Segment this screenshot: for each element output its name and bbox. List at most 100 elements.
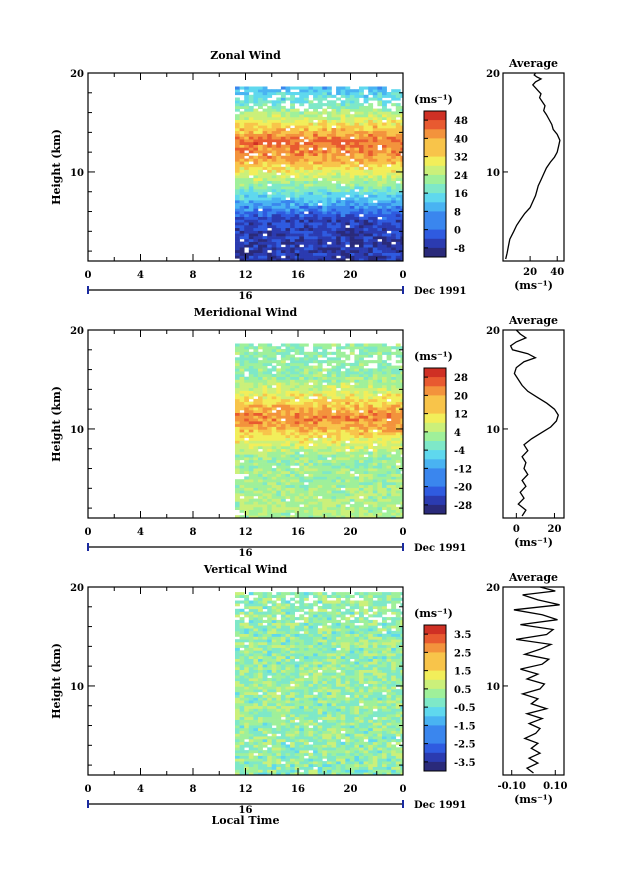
- heatmap-cell: [368, 186, 374, 190]
- heatmap-cell: [258, 233, 263, 237]
- heatmap-cell: [382, 144, 387, 148]
- heatmap-cell: [244, 672, 250, 676]
- heatmap-cell: [345, 487, 351, 491]
- heatmap-cell: [248, 625, 254, 629]
- heatmap-cell: [308, 354, 314, 358]
- heatmap-cell: [280, 434, 286, 438]
- heatmap-cell: [290, 376, 295, 380]
- heatmap-cell: [262, 128, 268, 132]
- heatmap-cell: [299, 498, 305, 502]
- heatmap-cell: [313, 233, 318, 237]
- x-tick-label: 0: [400, 527, 407, 538]
- heatmap-cell: [331, 382, 337, 386]
- heatmap-cell: [317, 443, 323, 447]
- heatmap-cell: [303, 200, 309, 204]
- heatmap-cell: [290, 396, 295, 400]
- heatmap-cell: [294, 222, 300, 226]
- heatmap-cell: [294, 360, 300, 364]
- heatmap-cell: [391, 407, 397, 411]
- heatmap-cell: [313, 468, 318, 472]
- heatmap-cell: [235, 763, 240, 767]
- heatmap-cell: [326, 490, 332, 494]
- heatmap-cell: [239, 619, 245, 623]
- heatmap-cell: [377, 164, 383, 168]
- heatmap-cell: [326, 437, 332, 441]
- heatmap-cell: [363, 382, 369, 386]
- heatmap-cell: [382, 476, 387, 480]
- heatmap-cell: [276, 393, 282, 397]
- heatmap-cell: [262, 379, 268, 383]
- heatmap-cell: [377, 368, 383, 372]
- heatmap-cell: [271, 434, 277, 438]
- heatmap-cell: [267, 459, 273, 463]
- heatmap-cell: [354, 213, 360, 217]
- heatmap-cell: [248, 705, 254, 709]
- heatmap-cell: [382, 421, 387, 425]
- heatmap-cell: [285, 130, 291, 134]
- heatmap-cell: [262, 432, 268, 436]
- heatmap-cell: [359, 189, 364, 193]
- heatmap-cell: [363, 255, 369, 259]
- heatmap-cell: [276, 200, 282, 204]
- heatmap-cell: [377, 470, 383, 474]
- heatmap-cell: [354, 393, 360, 397]
- heatmap-cell: [267, 515, 273, 518]
- heatmap-cell: [239, 462, 245, 466]
- heatmap-cell: [363, 476, 369, 480]
- heatmap-cell: [382, 443, 387, 447]
- heatmap-cell: [299, 501, 305, 505]
- heatmap-cell: [262, 678, 268, 682]
- heatmap-cell: [354, 202, 360, 206]
- heatmap-cell: [271, 89, 277, 93]
- heatmap-cell: [340, 227, 346, 231]
- heatmap-cell: [267, 225, 273, 229]
- heatmap-cell: [267, 376, 273, 380]
- heatmap-cell: [345, 346, 351, 350]
- heatmap-cell: [271, 119, 277, 123]
- heatmap-cell: [382, 465, 387, 469]
- heatmap-cell: [308, 205, 314, 209]
- heatmap-cell: [336, 396, 341, 400]
- heatmap-cell: [290, 401, 295, 405]
- heatmap-cell: [248, 255, 254, 259]
- heatmap-cell: [258, 429, 263, 433]
- heatmap-cell: [262, 158, 268, 162]
- heatmap-cell: [299, 396, 305, 400]
- heatmap-cell: [276, 448, 282, 452]
- heatmap-cell: [244, 227, 250, 231]
- heatmap-cell: [299, 365, 305, 369]
- heatmap-cell: [336, 216, 341, 220]
- heatmap-cell: [372, 409, 378, 413]
- heatmap-cell: [336, 493, 341, 497]
- heatmap-cell: [354, 258, 360, 261]
- heatmap-cell: [363, 105, 369, 109]
- heatmap-cell: [395, 216, 401, 220]
- heatmap-cell: [400, 457, 403, 461]
- heatmap-cell: [313, 200, 318, 204]
- heatmap-cell: [359, 122, 364, 126]
- heatmap-cell: [239, 241, 245, 245]
- heatmap-cell: [322, 490, 328, 494]
- heatmap-cell: [235, 755, 240, 759]
- heatmap-cell: [244, 404, 250, 408]
- heatmap-cell: [235, 680, 240, 684]
- heatmap-cell: [349, 139, 355, 143]
- heatmap-cell: [271, 233, 277, 237]
- heatmap-cell: [322, 227, 328, 231]
- heatmap-cell: [253, 482, 259, 486]
- heatmap-cell: [258, 633, 263, 637]
- heatmap-cell: [368, 144, 374, 148]
- heatmap-cell: [280, 122, 286, 126]
- heatmap-cell: [299, 227, 305, 231]
- heatmap-cell: [400, 200, 403, 204]
- heatmap-cell: [280, 139, 286, 143]
- heatmap-cell: [363, 351, 369, 355]
- heatmap-cell: [322, 139, 328, 143]
- heatmap-cell: [340, 169, 346, 173]
- heatmap-cell: [331, 100, 337, 104]
- heatmap-cell: [322, 177, 328, 181]
- heatmap-cell: [248, 766, 254, 770]
- heatmap-cell: [267, 147, 273, 151]
- heatmap-cell: [244, 225, 250, 229]
- heatmap-cell: [382, 373, 387, 377]
